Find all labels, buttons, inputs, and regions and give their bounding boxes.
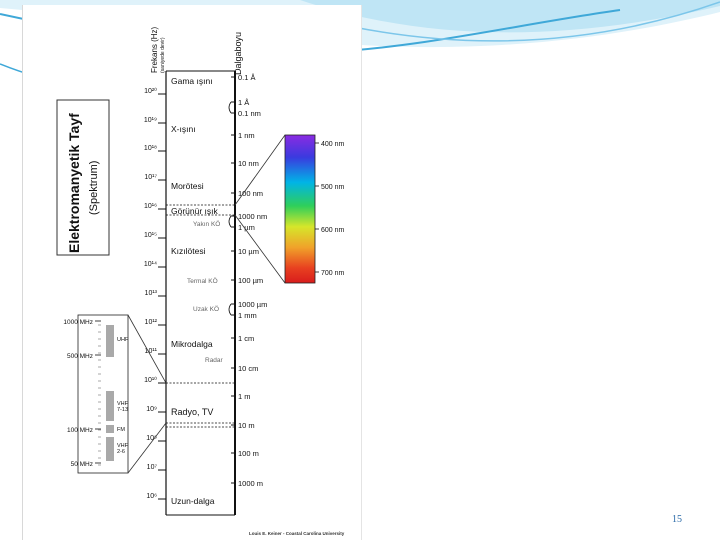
visible-scale-label: 500 nm: [321, 184, 345, 191]
wavelength-ticks: 0.1 Å 1 Å 0.1 nm 1 nm 10 nm 100 nm 1000 nm 1 µm…: [228, 73, 267, 488]
figure-credit: Louis E. Keiner - Coastal Carolina Unive…: [249, 531, 345, 536]
wavelength-label: 10 m: [238, 421, 255, 430]
radio-band-bar: [106, 391, 114, 421]
frequency-tick-label: 10¹⁶: [144, 203, 157, 210]
radio-band-label: VHF 2-6: [117, 443, 129, 455]
spectrum-diagram: Elektromanyetik Tayf (Spektrum) Frekans …: [56, 26, 345, 536]
region-labels: Gama ışını X-ışını Morötesi Görünür ışık Yak…: [171, 76, 224, 506]
region-label: Görünür ışık: [171, 206, 219, 216]
radio-bands: UHF VHF 7-13 FM VHF 2-6: [106, 325, 129, 461]
wavelength-label: 100 nm: [238, 189, 263, 198]
radio-band-bar: [106, 425, 114, 433]
radio-detail-box: [77, 314, 129, 474]
wavelength-label: 1 µm: [238, 223, 255, 232]
wavelength-label: 1 m: [238, 392, 251, 401]
radio-scale-label: 100 MHz: [67, 427, 93, 434]
region-label: Radar: [205, 357, 224, 364]
wavelength-label: 0.1 nm: [238, 109, 261, 118]
wavelength-label: 1000 m: [238, 479, 263, 488]
visible-spectrum-bar: [284, 134, 316, 284]
radio-scale: 1000 MHz 500 MHz 100 MHz 50 MHz: [63, 319, 101, 468]
wavelength-label: 100 µm: [238, 276, 263, 285]
wavelength-label: 0.1 Å: [238, 73, 256, 82]
wavelength-label: 1 Å: [238, 98, 249, 107]
region-label: Gama ışını: [171, 76, 213, 86]
region-label: Yakın KÖ: [193, 220, 220, 228]
wavelength-label: 1 mm: [238, 311, 257, 320]
radio-band-label: VHF 7-13: [117, 401, 129, 413]
radio-band-bar: [106, 437, 114, 461]
sub-title: (Spektrum): [88, 161, 100, 215]
spectrum-figure: Elektromanyetik Tayf (Spektrum) Frekans …: [22, 5, 362, 540]
region-label: Termal KÖ: [187, 277, 218, 285]
radio-scale-label: 1000 MHz: [63, 319, 93, 326]
wavelength-label: 10 nm: [238, 159, 259, 168]
wavelength-label: 1 cm: [238, 334, 254, 343]
frequency-tick-label: 10¹⁴: [144, 261, 157, 268]
frequency-tick-label: 10²⁰: [144, 87, 157, 95]
frequency-header: Frekans (Hz): [150, 26, 159, 73]
frequency-tick-label: 10¹⁰: [144, 376, 157, 384]
radio-band-label: UHF: [117, 337, 129, 343]
frequency-tick-label: 10¹¹: [145, 348, 158, 355]
frequency-tick-label: 10¹⁹: [144, 117, 157, 124]
wavelength-label: 10 µm: [238, 247, 259, 256]
visible-scale: 400 nm 500 nm 600 nm 700 nm: [315, 141, 345, 277]
frequency-subheader: (saniyede devir): [160, 37, 166, 73]
radio-band-bar: [106, 325, 114, 357]
visible-scale-label: 700 nm: [321, 270, 345, 277]
region-label: Uzak KÖ: [193, 305, 219, 313]
frequency-tick-label: 10¹⁷: [144, 174, 157, 181]
region-label: Uzun-dalga: [171, 496, 215, 506]
wavelength-label: 1 nm: [238, 131, 255, 140]
wavelength-label: 1000 nm: [238, 212, 267, 221]
radio-scale-label: 50 MHz: [71, 461, 93, 468]
radio-band-label: FM: [117, 427, 125, 433]
region-label: Mikrodalga: [171, 339, 213, 349]
frequency-tick-label: 10⁸: [146, 435, 157, 442]
frequency-tick-label: 10¹⁵: [144, 232, 157, 239]
frequency-tick-label: 10¹⁸: [144, 145, 157, 152]
wavelength-label: 100 m: [238, 449, 259, 458]
frequency-tick-label: 10⁷: [147, 464, 158, 471]
frequency-ticks: 10²⁰ 10¹⁹ 10¹⁸ 10¹⁷ 10¹⁶ 10¹⁵ 10¹⁴ 10¹³ 10¹² 10¹¹…: [144, 87, 166, 500]
wavelength-header: Dalgaboyu: [233, 32, 243, 75]
frequency-tick-label: 10⁹: [146, 406, 157, 413]
region-label: Radyo, TV: [171, 407, 213, 417]
radio-scale-label: 500 MHz: [67, 353, 93, 360]
visible-scale-label: 600 nm: [321, 227, 345, 234]
visible-scale-label: 400 nm: [321, 141, 345, 148]
wavelength-label: 1000 µm: [238, 300, 267, 309]
main-title: Elektromanyetik Tayf: [66, 113, 82, 253]
wavelength-label: 10 cm: [238, 364, 258, 373]
frequency-tick-label: 10⁶: [146, 493, 157, 500]
region-label: X-ışını: [171, 124, 196, 134]
region-label: Kızılötesi: [171, 246, 206, 256]
frequency-tick-label: 10¹³: [145, 290, 158, 297]
title-box: [56, 99, 110, 256]
page-number: 15: [672, 514, 682, 525]
region-label: Morötesi: [171, 181, 204, 191]
frequency-tick-label: 10¹²: [145, 319, 158, 326]
